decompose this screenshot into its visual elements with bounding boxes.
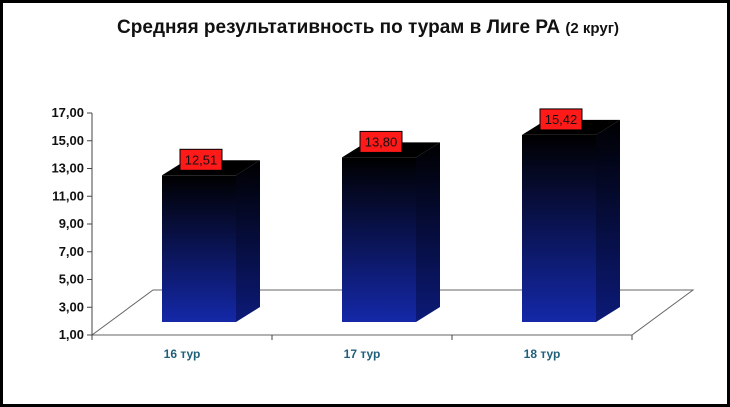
bar-side (596, 119, 620, 322)
y-tick-label: 9,00 (59, 216, 84, 231)
data-label-box (179, 148, 223, 171)
x-category-label: 18 тур (524, 347, 561, 361)
chart-title-text: Средняя результативность по турам в Лиге… (117, 17, 561, 38)
y-tick-label: 7,00 (59, 244, 84, 259)
y-tick-label: 17,00 (51, 105, 84, 120)
data-label: 15,42 (545, 112, 578, 127)
data-label-box (539, 108, 583, 131)
bar-side (416, 142, 440, 322)
y-tick-label: 13,00 (51, 161, 84, 176)
x-category-label: 17 тур (344, 347, 381, 361)
bar-group (522, 119, 620, 322)
y-tick-label: 1,00 (59, 327, 84, 342)
bar (342, 157, 416, 322)
bar (162, 175, 236, 322)
bar-group (342, 142, 440, 322)
data-label: 13,80 (365, 134, 398, 149)
y-tick-label: 3,00 (59, 299, 84, 314)
bar (522, 134, 596, 322)
data-label: 12,51 (185, 152, 218, 167)
y-tick-label: 5,00 (59, 272, 84, 287)
data-label-box (359, 130, 403, 153)
x-category-label: 16 тур (164, 347, 201, 361)
y-tick-label: 15,00 (51, 133, 84, 148)
chart-subtitle: (2 круг) (565, 20, 619, 37)
chart-title: Средняя результативность по турам в Лиге… (3, 17, 730, 39)
bar-side (236, 160, 260, 322)
bar-group (162, 160, 260, 322)
y-tick-label: 11,00 (52, 188, 84, 203)
